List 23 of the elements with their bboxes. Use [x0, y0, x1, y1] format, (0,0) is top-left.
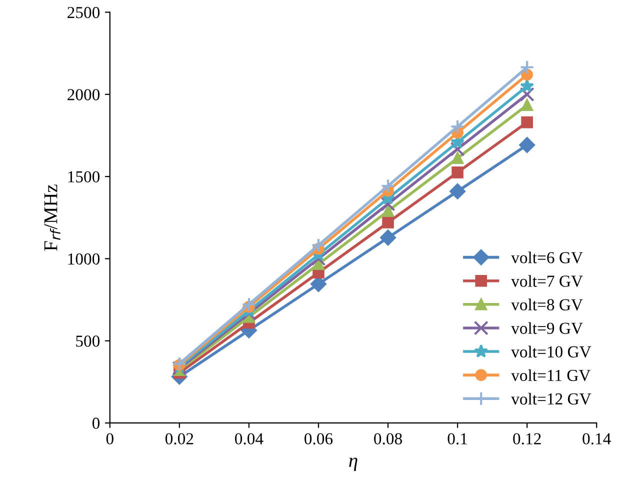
- y-tick-label: 1500: [68, 171, 100, 182]
- y-tick-label: 0: [92, 418, 100, 429]
- y-tick-label: 2500: [68, 6, 100, 18]
- x-tick-label: 0.12: [513, 433, 541, 445]
- x-tick-label: 0: [106, 433, 114, 444]
- legend-label: volt=11 GV: [511, 369, 591, 382]
- legend-label: volt=6 GV: [511, 252, 583, 264]
- legend-label: volt=10 GV: [511, 346, 592, 358]
- x-tick-label: 0.06: [304, 433, 333, 445]
- legend-label: volt=8 GV: [511, 298, 583, 310]
- y-tick-label: 500: [76, 336, 100, 347]
- y-tick-label: 2000: [68, 89, 100, 100]
- x-tick-label: 0.1: [448, 433, 467, 445]
- legend-label: volt=7 GV: [511, 275, 583, 287]
- x-axis-title: η: [349, 458, 358, 472]
- y-axis-title: F$_{rf}$/MHz: [44, 184, 60, 251]
- x-tick-label: 0.14: [582, 433, 611, 445]
- y-tick-label: 1000: [68, 253, 100, 265]
- legend-label: volt=12 GV: [511, 392, 592, 405]
- x-tick-label: 0.08: [374, 433, 402, 445]
- x-tick-label: 0.02: [165, 433, 194, 445]
- x-tick-label: 0.04: [235, 433, 264, 445]
- legend-label: volt=9 GV: [511, 322, 583, 334]
